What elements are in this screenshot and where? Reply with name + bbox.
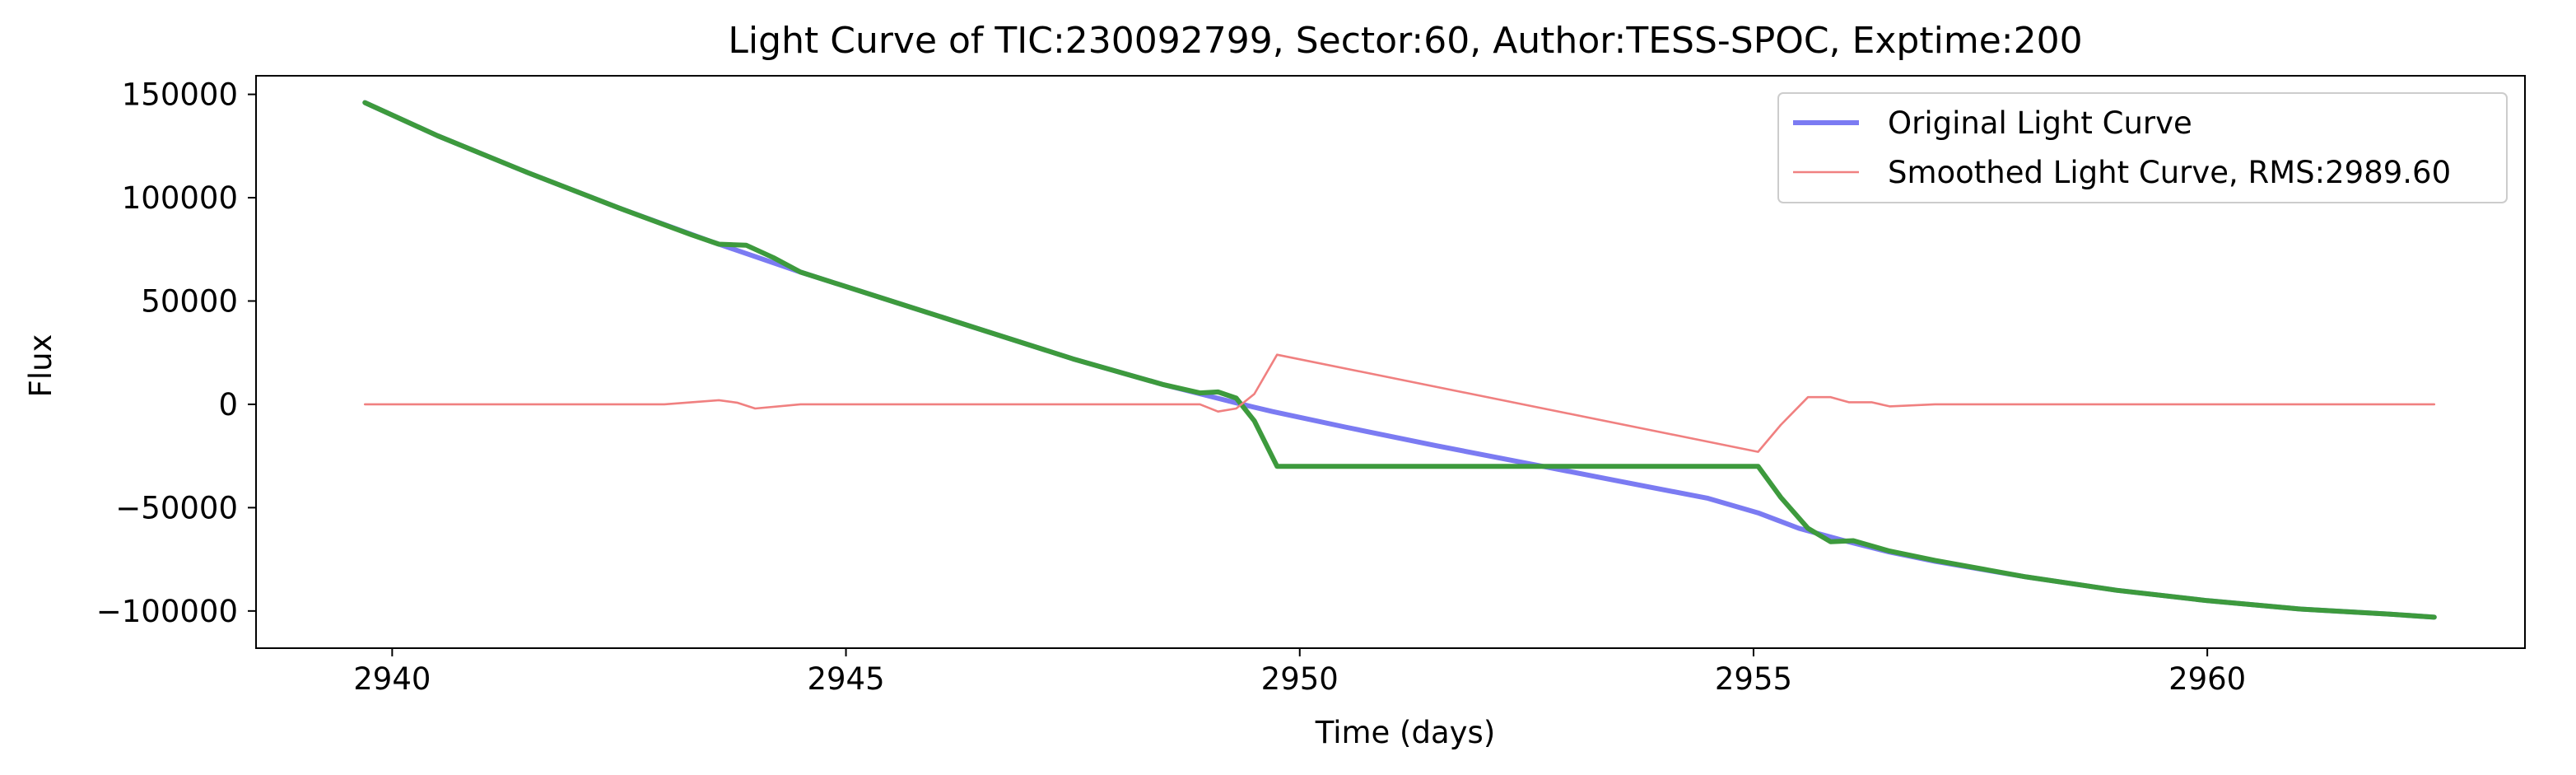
legend-label-2: Smoothed Light Curve, RMS:2989.60 bbox=[1888, 155, 2451, 190]
series-layer bbox=[362, 100, 2437, 620]
y-tick-label: 50000 bbox=[141, 283, 238, 319]
chart-title: Light Curve of TIC:230092799, Sector:60,… bbox=[728, 20, 2082, 62]
y-tick-label: −100000 bbox=[96, 594, 238, 629]
x-tick-label: 2940 bbox=[353, 661, 431, 697]
x-tick-label: 2955 bbox=[1715, 661, 1792, 697]
plot-area-frame bbox=[255, 75, 2526, 649]
legend-box bbox=[1777, 92, 2508, 203]
y-tick-label: 0 bbox=[218, 387, 238, 423]
x-tick-label: 2945 bbox=[807, 661, 884, 697]
y-axis-label: Flux bbox=[23, 334, 58, 398]
x-tick-label: 2950 bbox=[1261, 661, 1339, 697]
x-tick-label: 2960 bbox=[2168, 661, 2246, 697]
y-tick-label: −50000 bbox=[115, 490, 238, 525]
series-line-3 bbox=[363, 353, 2436, 453]
x-axis-label: Time (days) bbox=[1315, 715, 1496, 750]
series-line-2 bbox=[362, 100, 2437, 620]
legend: Original Light Curve Smoothed Light Curve… bbox=[1777, 92, 2508, 203]
legend-label-1: Original Light Curve bbox=[1888, 105, 2192, 141]
axis-ticks: 2940 2945 2950 2955 2960 150000 100000 50000 0 −5… bbox=[96, 77, 2246, 697]
y-tick-label: 100000 bbox=[122, 180, 238, 216]
y-tick-label: 150000 bbox=[122, 77, 238, 113]
